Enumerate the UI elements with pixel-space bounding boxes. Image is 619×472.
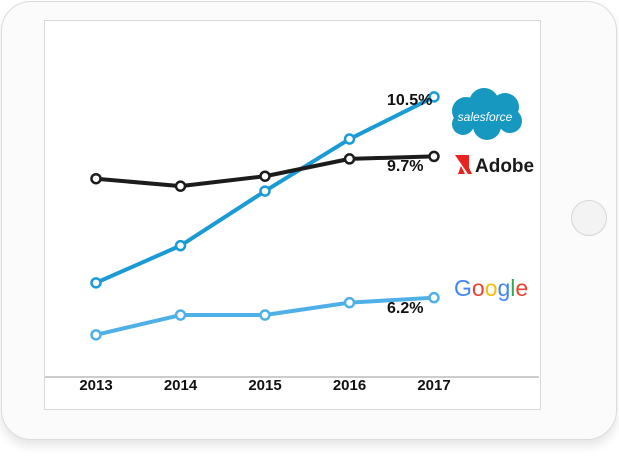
x-tick-labels: 2013 2014 2015 2016 2017	[79, 377, 450, 394]
x-tick-label: 2017	[417, 377, 450, 394]
google-value-label: 6.2%	[387, 300, 423, 317]
adobe-data-point	[174, 180, 187, 192]
series-points	[90, 91, 440, 341]
salesforce-data-point	[90, 277, 102, 289]
adobe-data-point	[428, 150, 440, 163]
salesforce-data-point	[259, 185, 271, 197]
adobe-mark-icon	[455, 155, 472, 174]
google-data-point	[343, 296, 356, 309]
salesforce-logo: salesforce	[452, 88, 522, 140]
salesforce-value-label: 10.5%	[387, 92, 432, 109]
google-data-point	[259, 309, 271, 321]
adobe-value-label: 9.7%	[387, 158, 423, 175]
google-logo: Google	[454, 275, 528, 301]
series-lines	[95, 95, 435, 337]
adobe-logo-text: Adobe	[475, 156, 534, 177]
salesforce-cloud-icon	[452, 88, 522, 140]
x-tick-label: 2016	[333, 377, 366, 394]
adobe-logo: Adobe	[455, 155, 534, 177]
tablet-screen	[44, 20, 541, 410]
home-button[interactable]	[571, 200, 607, 236]
adobe-data-point	[90, 172, 102, 185]
adobe-data-point	[259, 170, 271, 182]
google-data-point	[90, 329, 102, 341]
salesforce-logo-text: salesforce	[458, 110, 513, 124]
x-tick-label: 2013	[79, 377, 112, 394]
x-tick-label: 2015	[248, 377, 281, 394]
salesforce-data-point	[428, 91, 440, 103]
google-data-point	[174, 309, 187, 321]
google-data-point	[428, 291, 440, 304]
x-tick-label: 2014	[164, 377, 198, 394]
salesforce-data-point	[174, 239, 187, 252]
salesforce-data-point	[343, 133, 356, 145]
adobe-data-point	[343, 153, 356, 165]
